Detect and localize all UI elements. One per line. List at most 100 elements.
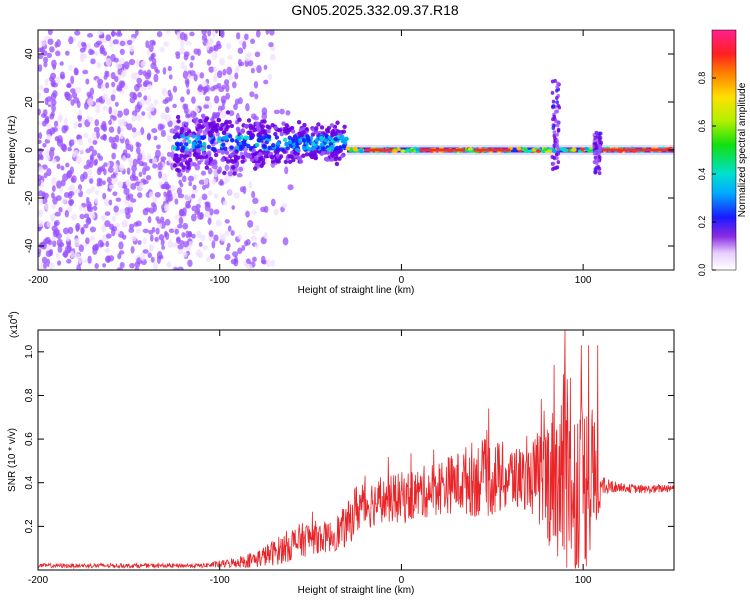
spectrogram-cell — [112, 39, 119, 45]
spectrogram-cell — [142, 249, 149, 254]
spectrogram-cell — [220, 237, 227, 242]
spectrogram-cell — [51, 99, 57, 106]
spectrogram-cell — [130, 245, 135, 254]
spectrogram-cell — [148, 191, 155, 198]
spectrogram-cell — [274, 135, 280, 140]
spectrogram-cell — [184, 78, 190, 85]
spectrogram-cell — [220, 110, 227, 119]
spectrogram-cell — [159, 46, 165, 53]
spectrogram-cell — [111, 226, 118, 232]
spectrogram-cell — [204, 160, 209, 166]
spectrogram-cell — [172, 119, 178, 126]
spectrogram-cell — [38, 139, 42, 144]
spectrogram-cell — [213, 66, 218, 73]
spectrogram-cell — [93, 159, 98, 166]
spectrogram-cell — [44, 149, 51, 158]
spectrogram-cell — [277, 128, 283, 133]
spectrogram-cell — [79, 149, 85, 155]
spectrogram-cell — [201, 193, 208, 201]
spectrogram-cell — [98, 155, 104, 161]
spectrogram-cell — [197, 252, 204, 259]
spectrogram-cell — [151, 157, 158, 164]
spectrogram-cell — [221, 99, 226, 106]
spectrogram-cell — [108, 39, 114, 48]
spectrogram-cell — [92, 247, 98, 255]
spectrogram-cell — [168, 93, 173, 102]
spectrogram-cell — [270, 45, 276, 52]
spectrogram-cell — [94, 197, 99, 204]
spectrogram-cell — [175, 146, 180, 151]
spectrogram-cell — [237, 47, 244, 55]
spectrogram-cell — [79, 53, 85, 63]
snr-x-tick-label: 100 — [575, 575, 592, 586]
spectrogram-cell — [222, 68, 227, 76]
spectrogram-cell — [186, 117, 193, 123]
spectrogram-cell — [70, 75, 75, 85]
spectrogram-cell — [38, 153, 41, 161]
spectrogram-cell — [60, 143, 67, 151]
spectrogram-cell — [313, 155, 319, 161]
spectrogram-cell — [229, 158, 234, 163]
spectrogram-cell — [216, 169, 222, 174]
spectrogram-cell — [251, 190, 256, 199]
spectrogram-cell — [71, 91, 78, 99]
spectrogram-cell — [316, 122, 321, 127]
spectrogram-cell — [113, 57, 119, 63]
spectrogram-cell — [188, 241, 193, 248]
spectrogram-cell — [42, 109, 48, 117]
spectrogram-cell — [41, 256, 48, 264]
spectrogram-cell — [70, 213, 78, 221]
spectrogram-cell — [282, 137, 288, 143]
spectrogram-cell — [287, 135, 292, 141]
spectrogram-cell — [556, 127, 561, 132]
spectrogram-cell — [61, 125, 68, 134]
spectrogram-cell — [201, 80, 208, 87]
spectrogram-cell — [213, 152, 219, 158]
spectrogram-cell — [185, 150, 190, 155]
spectrogram-cell — [208, 156, 214, 162]
spectrogram-cell — [264, 133, 270, 139]
spectrogram-cell — [254, 51, 261, 58]
spectrogram-cell — [173, 153, 178, 158]
spectrogram-cell — [261, 107, 268, 116]
spectrogram-cell — [177, 244, 184, 250]
spectrogram-cell — [229, 145, 234, 150]
spectrogram-cell — [222, 200, 228, 206]
spectrogram-cell — [220, 122, 225, 128]
spectrogram-cell — [113, 167, 119, 174]
spectrogram-cell — [203, 104, 210, 109]
spectrogram-cell — [225, 84, 230, 93]
spectrogram-cell — [66, 258, 72, 264]
spectrogram-cell — [135, 30, 139, 36]
spectrogram-cell — [211, 178, 217, 185]
spectrogram-cell — [41, 191, 46, 199]
spectrogram-cell — [326, 125, 332, 131]
spectrogram-cell — [145, 175, 152, 181]
spectrogram-cell — [64, 50, 70, 56]
spectrogram-cell — [67, 226, 74, 235]
spectrogram-cell — [250, 235, 257, 242]
spectrogram-cell — [97, 239, 104, 248]
snr-y-label: SNR (10 * v/v) — [7, 428, 18, 492]
spectrogram-cell — [52, 196, 58, 205]
spectrogram-cell — [44, 117, 49, 125]
spectrogram-cell — [245, 210, 250, 218]
spectrogram-y-tick-label: -20 — [24, 190, 35, 205]
spectrogram-cell — [135, 220, 142, 227]
spectrogram-cell — [176, 237, 181, 244]
spectrogram-cell — [77, 115, 82, 122]
spectrogram-cell — [536, 149, 542, 153]
spectrogram-cell — [237, 136, 242, 142]
spectrogram-band-peak — [365, 148, 393, 152]
spectrogram-cell — [125, 143, 132, 151]
spectrogram-cell — [224, 119, 229, 125]
spectrogram-cell — [75, 222, 81, 231]
spectrogram-cell — [156, 31, 163, 38]
spectrogram-cell — [292, 134, 298, 139]
spectrogram-cell — [83, 213, 90, 219]
spectrogram-cell — [287, 140, 293, 145]
spectrogram-cell — [247, 263, 253, 270]
spectrogram-cell — [279, 108, 285, 115]
spectrogram-cell — [58, 114, 63, 122]
spectrogram-cell — [209, 46, 214, 52]
